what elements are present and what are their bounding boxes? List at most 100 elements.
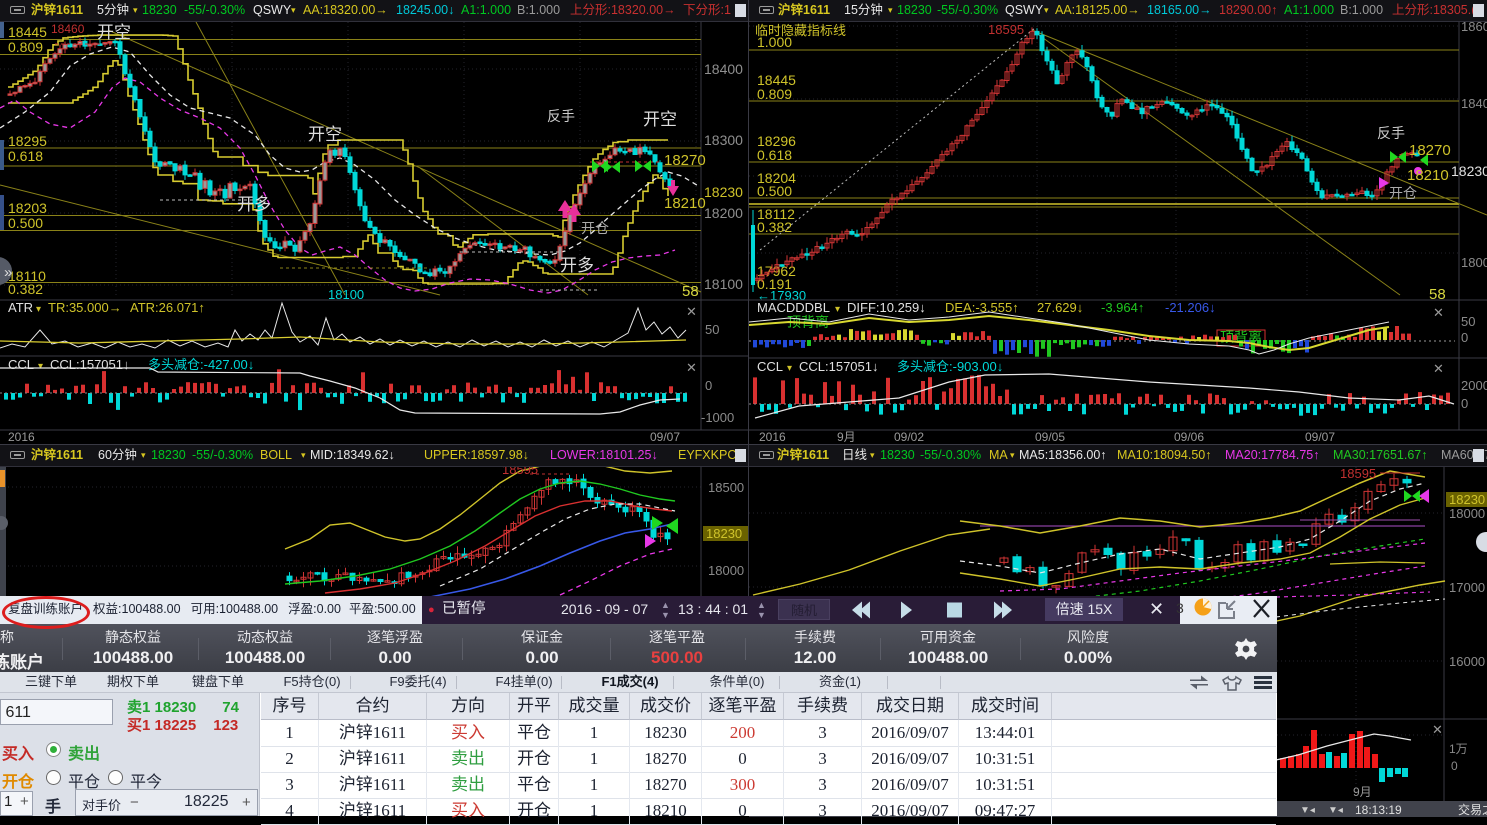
svg-text:反手: 反手 (547, 108, 575, 124)
svg-text:2016: 2016 (759, 430, 786, 444)
svg-text:18270: 18270 (1409, 142, 1451, 159)
svg-text:开多: 开多 (560, 256, 594, 275)
svg-text:18270: 18270 (664, 152, 706, 169)
svg-text:0.382: 0.382 (8, 281, 43, 297)
svg-text:开空: 开空 (308, 125, 342, 144)
svg-text:18230: 18230 (706, 526, 742, 541)
svg-text:18204: 18204 (757, 170, 796, 186)
svg-text:2016: 2016 (8, 430, 35, 444)
svg-text:✕: ✕ (686, 304, 697, 319)
svg-text:18296: 18296 (757, 133, 796, 149)
svg-text:1.000: 1.000 (757, 34, 792, 50)
svg-text:18230: 18230 (1449, 492, 1485, 507)
svg-text:18210: 18210 (664, 195, 706, 212)
svg-text:DIFF:10.259↓: DIFF:10.259↓ (847, 300, 926, 315)
svg-text:18110: 18110 (8, 268, 46, 284)
svg-text:16000: 16000 (1449, 654, 1485, 669)
svg-text:0.809: 0.809 (757, 86, 792, 102)
svg-text:18400: 18400 (704, 61, 743, 77)
svg-text:临时隐藏指标线: 临时隐藏指标线 (755, 23, 846, 38)
svg-text:18230: 18230 (704, 184, 743, 200)
svg-text:MACDDDBL: MACDDDBL (757, 300, 830, 315)
svg-text:18230: 18230 (1451, 163, 1487, 179)
svg-text:开空: 开空 (97, 23, 131, 42)
svg-text:0.809: 0.809 (8, 39, 43, 55)
svg-text:0: 0 (1461, 330, 1468, 345)
svg-text:1万: 1万 (1449, 742, 1468, 756)
svg-text:0.618: 0.618 (8, 148, 43, 164)
svg-text:✕: ✕ (686, 360, 697, 375)
svg-text:DEA:-3.555↑: DEA:-3.555↑ (945, 300, 1019, 315)
svg-text:✕: ✕ (1433, 305, 1444, 320)
svg-text:CCL:157051↓: CCL:157051↓ (50, 357, 130, 372)
svg-text:CCL: CCL (757, 359, 783, 374)
svg-text:»: » (4, 264, 12, 281)
svg-text:反手: 反手 (1377, 125, 1405, 141)
svg-text:18445: 18445 (757, 72, 796, 88)
svg-text:多头减仓:-903.00↓: 多头减仓:-903.00↓ (897, 359, 1003, 374)
svg-text:-21.206↓: -21.206↓ (1165, 300, 1216, 315)
svg-text:18600: 18600 (1461, 22, 1487, 34)
svg-text:9月: 9月 (1353, 785, 1372, 799)
svg-text:50: 50 (1461, 314, 1475, 329)
svg-text:18500: 18500 (708, 480, 744, 495)
svg-text:-3.964↑: -3.964↑ (1101, 300, 1144, 315)
svg-text:✕: ✕ (1433, 361, 1444, 376)
svg-text:18595: 18595 (1340, 467, 1376, 481)
svg-text:18460: 18460 (51, 22, 85, 36)
svg-text:09/07: 09/07 (1305, 430, 1335, 444)
svg-text:09/05: 09/05 (1035, 430, 1065, 444)
svg-text:←17930: ←17930 (757, 288, 806, 303)
svg-text:18595: 18595 (988, 22, 1024, 37)
svg-text:-1000: -1000 (701, 410, 734, 425)
svg-text:✕: ✕ (1432, 722, 1443, 737)
svg-text:0: 0 (1451, 759, 1458, 773)
svg-text:CCL: CCL (8, 357, 34, 372)
svg-text:▾: ▾ (787, 363, 792, 374)
svg-text:18595: 18595 (502, 467, 538, 477)
svg-text:09/07: 09/07 (650, 430, 680, 444)
svg-text:0.191: 0.191 (757, 276, 792, 292)
svg-text:TR:35.000→: TR:35.000→ (48, 300, 122, 315)
svg-text:09/06: 09/06 (1174, 430, 1204, 444)
svg-text:0: 0 (705, 378, 712, 393)
svg-text:18:13:19: 18:13:19 (1355, 803, 1402, 817)
svg-text:50: 50 (705, 322, 719, 337)
svg-text:18445: 18445 (8, 24, 47, 40)
svg-text:多头减仓:-427.00↓: 多头减仓:-427.00↓ (148, 357, 254, 372)
svg-text:开仓: 开仓 (581, 220, 609, 236)
svg-text:▾: ▾ (38, 361, 43, 372)
svg-text:开空: 开空 (643, 110, 677, 129)
svg-text:ATR: ATR (8, 300, 33, 315)
svg-text:18295: 18295 (8, 133, 47, 149)
svg-text:0.618: 0.618 (757, 147, 792, 163)
svg-text:▾: ▾ (36, 304, 41, 315)
svg-text:18400: 18400 (1461, 96, 1487, 111)
svg-text:27.629↓: 27.629↓ (1037, 300, 1083, 315)
svg-text:▼◂: ▼◂ (1328, 805, 1343, 816)
svg-text:18200: 18200 (704, 205, 743, 221)
svg-text:开仓: 开仓 (1389, 185, 1417, 201)
svg-text:18000: 18000 (708, 563, 744, 578)
svg-text:9月: 9月 (837, 430, 856, 444)
svg-text:18000: 18000 (1461, 255, 1487, 270)
svg-text:0.500: 0.500 (8, 215, 43, 231)
svg-text:0.500: 0.500 (757, 183, 792, 199)
svg-text:09/02: 09/02 (894, 430, 924, 444)
svg-text:ATR:26.071↑: ATR:26.071↑ (130, 300, 205, 315)
svg-text:18000: 18000 (1449, 506, 1485, 521)
svg-text:18100: 18100 (328, 287, 364, 302)
svg-text:▾: ▾ (835, 304, 840, 315)
svg-text:18210: 18210 (1407, 167, 1449, 184)
svg-text:0.382: 0.382 (757, 219, 792, 235)
svg-text:开多: 开多 (237, 195, 271, 214)
svg-text:58: 58 (682, 283, 699, 300)
svg-text:0: 0 (1461, 396, 1468, 411)
svg-text:CCL:157051↓: CCL:157051↓ (799, 359, 879, 374)
svg-text:2000: 2000 (1461, 378, 1487, 393)
svg-text:17000: 17000 (1449, 580, 1485, 595)
svg-text:18100: 18100 (704, 276, 743, 292)
svg-text:▼◂: ▼◂ (1300, 805, 1315, 816)
svg-text:58: 58 (1429, 286, 1446, 303)
svg-text:18203: 18203 (8, 200, 47, 216)
